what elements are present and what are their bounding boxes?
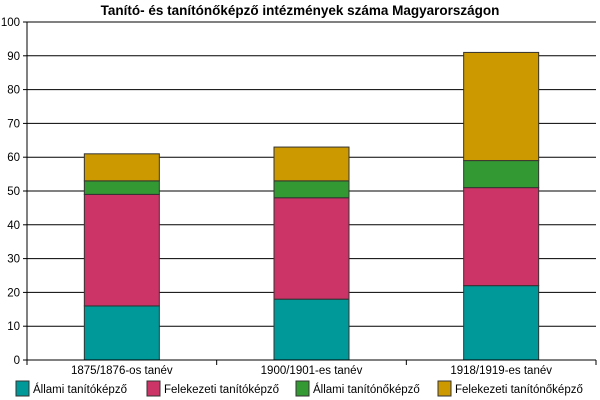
bar-segment — [463, 51, 540, 162]
legend-label: Állami tanítóképző — [33, 383, 127, 396]
x-tick-labels: 1875/1876-os tanév 1900/1901-es tanév 1918… — [71, 365, 552, 377]
chart-title: Tanító- és tanítónőképző intézmények szá… — [101, 3, 500, 18]
y-tick-label: 60 — [7, 152, 20, 164]
y-tick-label: 0 — [14, 355, 20, 367]
bar-segment — [83, 153, 160, 182]
bar-segment — [273, 298, 350, 361]
y-tick-label: 80 — [7, 85, 20, 97]
y-tick-label: 30 — [7, 254, 20, 266]
y-tick-label: 90 — [7, 51, 20, 63]
legend-swatch — [146, 380, 161, 397]
y-tick-label: 20 — [7, 287, 20, 299]
legend-label: Állami tanítónőképző — [313, 383, 420, 396]
legend: Állami tanítóképző Felekezeti tanítóképző… — [15, 380, 583, 397]
legend-label: Felekezeti tanítónőképző — [455, 384, 583, 396]
legend-label: Felekezeti tanítóképző — [164, 384, 279, 396]
legend-swatch — [15, 380, 30, 397]
x-tick-label: 1900/1901-es tanév — [261, 365, 363, 377]
bars — [83, 51, 540, 361]
bar-segment — [463, 187, 540, 287]
y-tick-label: 70 — [7, 118, 20, 130]
y-tick-labels: 0 10 20 30 40 50 60 70 80 90 100 — [1, 17, 20, 367]
bar-segment — [463, 160, 540, 189]
legend-swatch — [437, 380, 452, 397]
bar-segment — [83, 193, 160, 307]
bar-segment — [83, 180, 160, 195]
bar-segment — [273, 197, 350, 300]
bar-segment — [273, 180, 350, 199]
bar-segment — [83, 305, 160, 361]
legend-swatch — [295, 380, 310, 397]
x-tick-label: 1918/1919-es tanév — [450, 365, 552, 377]
bar-segment — [273, 146, 350, 182]
y-tick-label: 10 — [7, 321, 20, 333]
y-tick-label: 100 — [1, 17, 20, 29]
axes — [26, 22, 597, 365]
y-tick-label: 40 — [7, 220, 20, 232]
bar-segment — [463, 285, 540, 361]
x-tick-label: 1875/1876-os tanév — [71, 365, 173, 377]
y-tick-label: 50 — [7, 186, 20, 198]
